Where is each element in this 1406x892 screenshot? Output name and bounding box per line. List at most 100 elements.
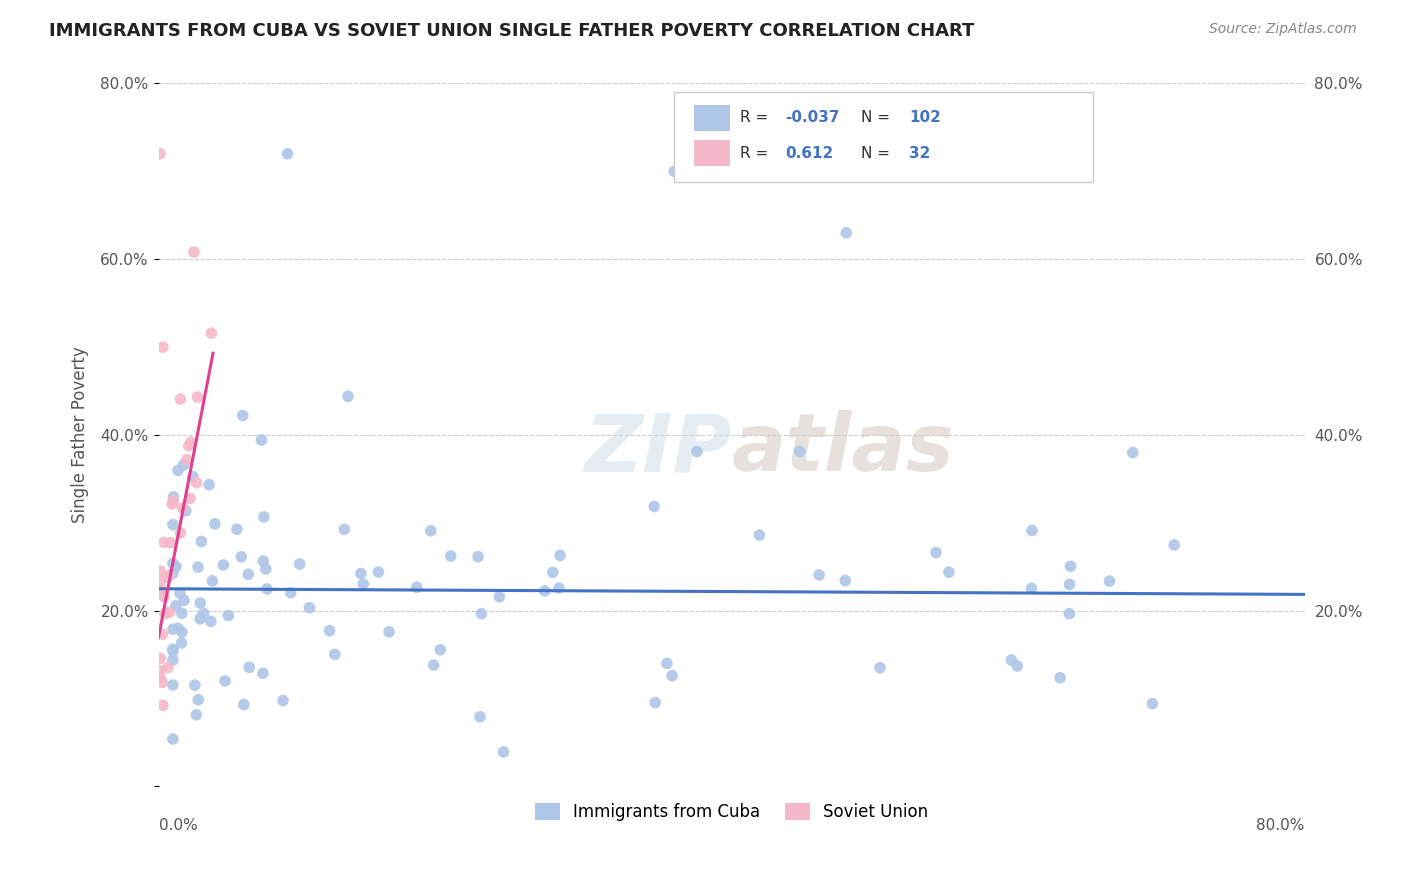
Point xyxy=(1021,582,1043,596)
Point xyxy=(162,678,184,692)
Point xyxy=(149,583,172,598)
Point xyxy=(1142,697,1164,711)
Point xyxy=(162,731,184,746)
Point xyxy=(333,522,356,536)
Point xyxy=(1059,577,1081,591)
Point xyxy=(643,500,665,514)
Point xyxy=(187,560,209,574)
Point xyxy=(159,536,181,550)
Point xyxy=(212,558,235,572)
Point xyxy=(1005,659,1028,673)
Point xyxy=(250,433,273,447)
Point xyxy=(232,409,254,423)
Point xyxy=(181,469,204,483)
Bar xyxy=(693,140,731,166)
Point xyxy=(336,389,359,403)
Text: IMMIGRANTS FROM CUBA VS SOVIET UNION SINGLE FATHER POVERTY CORRELATION CHART: IMMIGRANTS FROM CUBA VS SOVIET UNION SIN… xyxy=(49,22,974,40)
Point xyxy=(470,607,492,621)
Point xyxy=(162,644,184,658)
Point xyxy=(534,583,557,598)
Text: R =: R = xyxy=(740,111,773,126)
Point xyxy=(167,621,190,635)
Point xyxy=(252,554,274,568)
Point xyxy=(488,590,510,604)
Point xyxy=(193,607,215,621)
Point xyxy=(198,477,221,491)
Point xyxy=(152,627,174,641)
Point xyxy=(153,607,176,621)
Point xyxy=(925,546,948,560)
Point xyxy=(162,493,184,508)
FancyBboxPatch shape xyxy=(675,92,1092,182)
Point xyxy=(1059,607,1081,621)
Point xyxy=(323,648,346,662)
Point xyxy=(170,636,193,650)
Point xyxy=(226,522,249,536)
Point xyxy=(1098,574,1121,588)
Text: ZIP: ZIP xyxy=(585,410,731,488)
Point xyxy=(547,581,569,595)
Point xyxy=(153,535,176,549)
Point xyxy=(190,534,212,549)
Point xyxy=(405,580,427,594)
Point xyxy=(252,666,274,681)
Point xyxy=(179,491,201,506)
Point xyxy=(187,692,209,706)
Point xyxy=(173,593,195,607)
Point xyxy=(492,745,515,759)
Point xyxy=(167,463,190,477)
Point xyxy=(173,458,195,472)
Point xyxy=(253,509,276,524)
Text: Source: ZipAtlas.com: Source: ZipAtlas.com xyxy=(1209,22,1357,37)
Point xyxy=(429,642,451,657)
Point xyxy=(169,586,191,600)
Point xyxy=(644,696,666,710)
Point xyxy=(204,516,226,531)
Point xyxy=(298,600,321,615)
Point xyxy=(686,444,709,458)
Text: 0.0%: 0.0% xyxy=(159,818,197,833)
Point xyxy=(174,504,197,518)
Text: 80.0%: 80.0% xyxy=(1257,818,1305,833)
Point xyxy=(367,565,389,579)
Point xyxy=(153,590,176,604)
Point xyxy=(177,439,200,453)
Point xyxy=(238,567,260,582)
Point xyxy=(186,707,208,722)
Point xyxy=(217,608,239,623)
Point xyxy=(200,326,222,340)
Point xyxy=(468,710,491,724)
Point xyxy=(187,390,209,404)
Point xyxy=(661,668,683,682)
Point xyxy=(664,164,686,178)
Point xyxy=(157,570,180,584)
Point xyxy=(170,607,193,621)
Text: 0.612: 0.612 xyxy=(786,145,834,161)
Point xyxy=(808,568,831,582)
Text: R =: R = xyxy=(740,145,773,161)
Point xyxy=(350,566,373,581)
Point xyxy=(1021,524,1043,538)
Point xyxy=(288,557,311,571)
Point xyxy=(271,693,294,707)
Point xyxy=(162,642,184,657)
Point xyxy=(162,557,184,571)
Text: 102: 102 xyxy=(910,111,941,126)
Point xyxy=(869,661,891,675)
Text: -0.037: -0.037 xyxy=(786,111,839,126)
Point xyxy=(162,653,184,667)
Point xyxy=(214,673,236,688)
Point xyxy=(422,658,444,673)
Point xyxy=(176,452,198,467)
Point xyxy=(232,698,254,712)
Point xyxy=(834,574,856,588)
Point xyxy=(149,664,172,678)
Point xyxy=(548,549,571,563)
Point xyxy=(180,435,202,450)
Point xyxy=(152,698,174,713)
Point xyxy=(149,651,172,665)
Point xyxy=(159,605,181,619)
Point xyxy=(188,612,211,626)
Point xyxy=(165,559,187,574)
Point xyxy=(200,615,222,629)
